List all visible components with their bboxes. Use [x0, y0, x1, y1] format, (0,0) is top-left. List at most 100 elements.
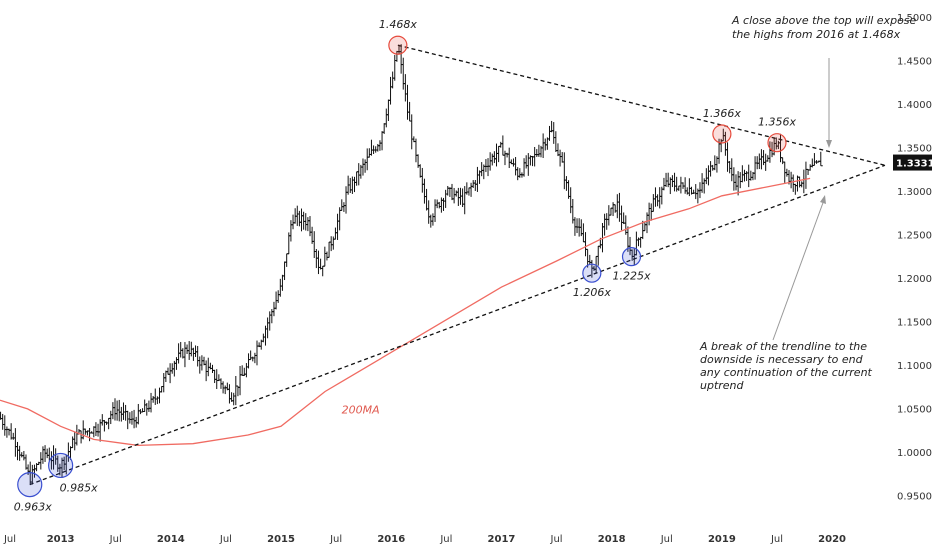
price-tick-label: 1.30000 [897, 187, 932, 198]
price-tick-label: 1.10000 [897, 361, 932, 372]
ohlc-bar [486, 158, 491, 177]
pivot-label: 1.366x [703, 107, 741, 120]
time-tick-label: Jul [660, 534, 673, 545]
ohlc-bar [430, 213, 435, 226]
ohlc-bar [710, 164, 715, 171]
pivot-circle-high [712, 124, 732, 144]
ohlc-bar [445, 185, 450, 196]
ohlc-bar [291, 214, 296, 230]
time-tick-label: Jul [770, 534, 783, 545]
ohlc-bar [553, 131, 558, 152]
ohlc-bar [113, 398, 118, 421]
ohlc-bar [738, 172, 743, 189]
ohlc-bar [178, 341, 183, 358]
ohlc-bar [464, 182, 469, 195]
ohlc-bar [307, 216, 312, 237]
ohlc-bar [727, 161, 732, 174]
ohlc-bar [615, 194, 620, 219]
ohlc-bar [282, 261, 287, 281]
ohlc-bar [367, 148, 372, 158]
ohlc-bar [418, 164, 423, 178]
bottom-note-line: uptrend [700, 379, 745, 392]
ohlc-bar [731, 167, 736, 191]
ohlc-bar [483, 159, 488, 173]
trendline-lower [29, 164, 886, 486]
ohlc-bar [106, 417, 111, 430]
ohlc-bar [17, 445, 22, 461]
ohlc-bar [165, 367, 170, 375]
ohlc-bar [513, 156, 518, 176]
ohlc-bar [562, 152, 567, 190]
ohlc-bar [0, 413, 5, 430]
ohlc-bar [4, 426, 9, 438]
ohlc-bar [144, 402, 149, 416]
price-tick-label: 1.15000 [897, 317, 932, 328]
ohlc-bar [587, 254, 592, 265]
ohlc-bar [449, 183, 454, 201]
ohlc-bar [386, 99, 391, 122]
ohlc-bar [15, 441, 20, 461]
ohlc-bar [301, 211, 306, 230]
ohlc-bar [522, 158, 527, 177]
time-tick-label: 2020 [818, 534, 846, 545]
ohlc-bar [740, 165, 745, 183]
ohlc-bar [96, 423, 101, 437]
ohlc-bar [350, 176, 355, 194]
pivot-circle-low [582, 263, 602, 283]
ohlc-bar [583, 232, 588, 257]
ohlc-bar [74, 424, 79, 446]
ohlc-bar [250, 356, 255, 362]
ohlc-bar [265, 317, 270, 339]
ohlc-bar [382, 123, 387, 134]
ohlc-bar [475, 166, 480, 192]
ohlc-bar [352, 176, 357, 193]
ohlc-bar [163, 370, 168, 383]
ohlc-bar [812, 153, 817, 166]
ohlc-bar [693, 184, 698, 200]
ohlc-bar [390, 71, 395, 89]
ohlc-bar [655, 194, 660, 207]
ohlc-bar [185, 344, 190, 355]
ohlc-bar [79, 430, 84, 444]
ma-label: 200MA [342, 403, 380, 416]
ohlc-bar [384, 108, 389, 128]
ohlc-bar [238, 365, 243, 396]
ohlc-bar [725, 142, 730, 172]
ohlc-bar [354, 171, 359, 186]
ohlc-bar [488, 152, 493, 171]
ohlc-bar [93, 422, 98, 436]
ohlc-bar [333, 227, 338, 240]
ohlc-bar [801, 169, 806, 194]
ohlc-bar [452, 187, 457, 204]
ohlc-bar [149, 392, 154, 413]
ohlc-bar [575, 218, 580, 234]
ohlc-bar [536, 144, 541, 157]
ohlc-bar [492, 151, 497, 164]
ohlc-bar [318, 258, 323, 270]
ma200-path [0, 177, 811, 447]
ohlc-bar [136, 403, 141, 425]
ohlc-bar [471, 180, 476, 188]
ohlc-bar [462, 186, 467, 215]
ohlc-bar [284, 253, 289, 267]
pivot-circle-low [17, 471, 43, 498]
price-tick-label: 1.40000 [897, 100, 932, 111]
price-axis: 1.50000 1.45000 1.40000 1.35000 1.30000 1.250… [893, 13, 932, 502]
ohlc-bar [297, 210, 302, 227]
trendlines [29, 44, 886, 486]
ohlc-bar [11, 432, 16, 440]
ohlc-bar [753, 156, 758, 180]
ohlc-bar [117, 399, 122, 422]
top-note-line: the highs from 2016 at 1.468x [732, 28, 901, 41]
ohlc-bar [437, 201, 442, 209]
ohlc-bar [108, 410, 113, 425]
pivot-circle-low [621, 247, 642, 267]
ohlc-bar [490, 153, 495, 166]
pivot-circle-high [388, 35, 408, 55]
ohlc-bar [477, 170, 482, 184]
ohlc-bar [687, 178, 692, 197]
ohlc-bar [420, 167, 425, 193]
ohlc-bar [212, 369, 217, 384]
ohlc-bar [530, 155, 535, 167]
ohlc-bar [123, 404, 128, 421]
